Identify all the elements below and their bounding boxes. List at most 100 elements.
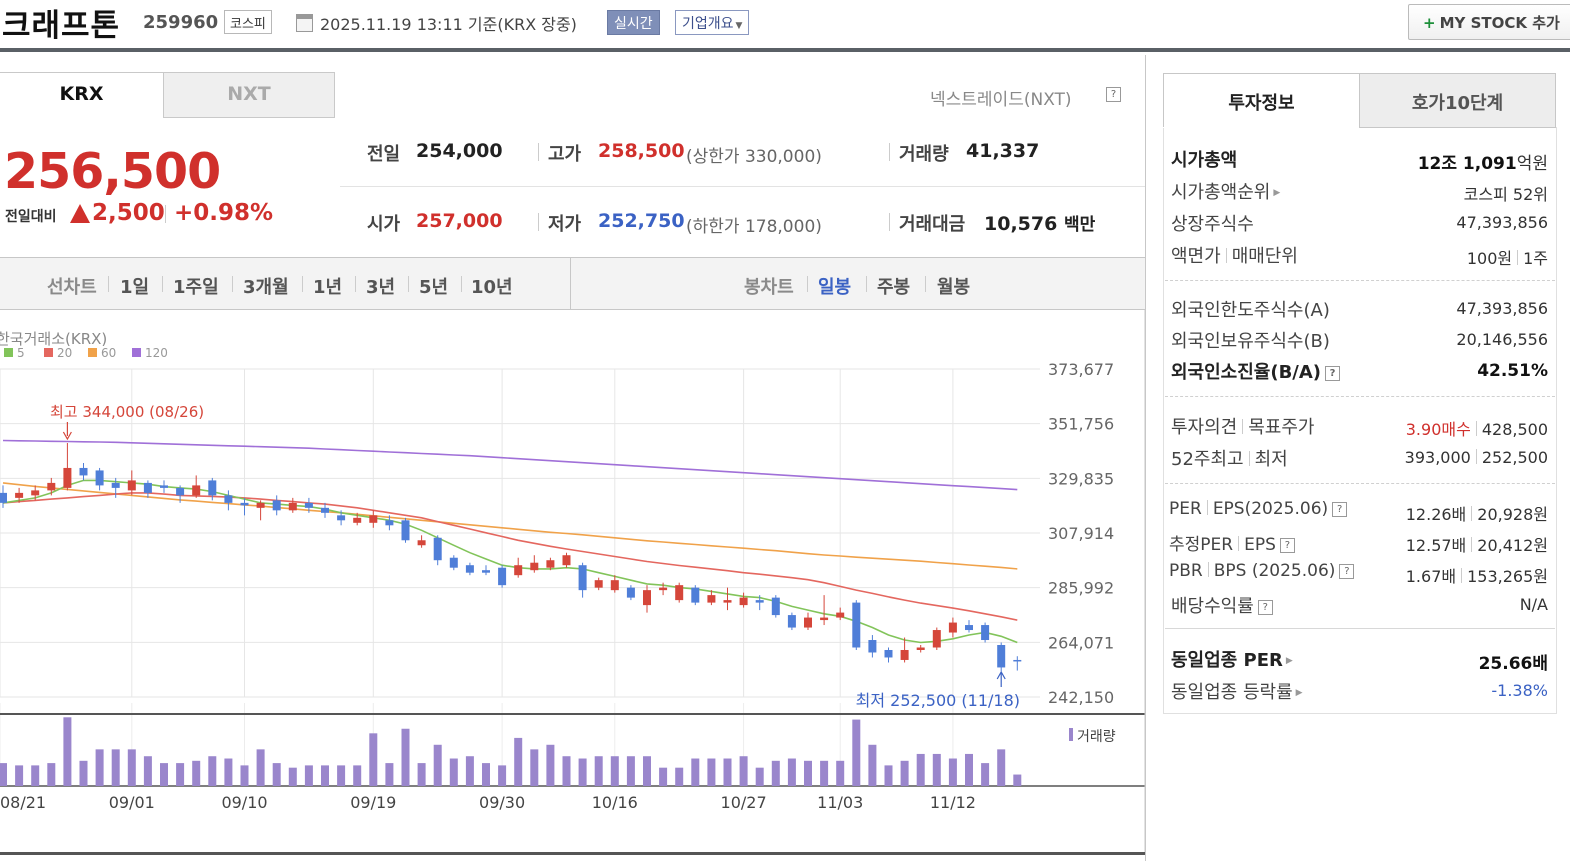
candle-chart-label[interactable]: 봉차트 [744, 277, 794, 298]
volume-bar [626, 756, 635, 786]
volume-bar [707, 758, 716, 786]
nextrade-label[interactable]: 넥스트레이드(NXT) [930, 90, 1072, 110]
realtime-badge: 실시간 [607, 10, 660, 35]
volume-bar [643, 756, 651, 786]
volume-bar [965, 753, 973, 786]
high-annotation: 최고 344,000 (08/26) [50, 403, 204, 421]
period-3y[interactable]: 3년 [366, 277, 396, 298]
candlestick-chart[interactable]: 373,677 351,756 329,835 307,914 285,992 264,0… [0, 310, 1146, 855]
x-tick-label: 09/01 [109, 793, 155, 812]
est-per-eps-value: 12.57배 20,412원 [1406, 532, 1548, 556]
candle [836, 612, 845, 618]
volume-bar [288, 767, 297, 786]
candle [1013, 659, 1022, 662]
industry-per-label[interactable]: 동일업종 PER ▶ [1171, 646, 1293, 672]
candle [578, 565, 587, 591]
market-cap-unit: 억원 [1516, 154, 1548, 174]
industry-per-text: 동일업종 PER [1171, 650, 1283, 671]
company-name: 크래프톤 [2, 8, 121, 44]
divider [1248, 451, 1250, 466]
candle [63, 467, 72, 488]
legend-swatch [132, 348, 141, 357]
tab-nxt[interactable]: NXT [163, 72, 335, 118]
period-1w[interactable]: 1주일 [173, 277, 219, 298]
volume-bar [594, 756, 603, 786]
volume-bar [981, 763, 990, 786]
candle [498, 567, 507, 586]
period-monthly[interactable]: 월봉 [937, 277, 971, 298]
datetime-value: 2025.11.19 13:11 [320, 15, 463, 34]
candle [465, 565, 474, 573]
period-5y[interactable]: 5년 [419, 277, 449, 298]
period-daily[interactable]: 일봉 [818, 277, 852, 298]
candle [401, 520, 410, 541]
high-value: 258,500 [598, 140, 685, 162]
help-icon[interactable]: ? [1106, 87, 1121, 102]
change-value: 2,500 [92, 200, 165, 226]
volume-bar [723, 758, 732, 786]
line-chart-label[interactable]: 선차트 [47, 277, 97, 298]
period-weekly[interactable]: 주봉 [877, 277, 911, 298]
industry-change-value: -1.38% [1491, 681, 1548, 700]
add-my-stock-button[interactable]: + MY STOCK 추가 [1408, 4, 1570, 40]
candle [691, 587, 700, 603]
market-cap-rank-text: 시가총액순위 [1171, 182, 1271, 203]
divider [925, 276, 926, 292]
candle [739, 597, 748, 606]
market-cap-rank-label[interactable]: 시가총액순위 ▶ [1171, 178, 1280, 204]
divider [1238, 536, 1240, 551]
volume-bar [272, 763, 281, 786]
help-icon[interactable]: ? [1332, 502, 1348, 517]
divider [165, 205, 166, 223]
dividend-value: N/A [1519, 595, 1548, 614]
y-tick-label: 285,992 [1048, 579, 1114, 598]
candle [787, 615, 796, 628]
help-icon[interactable]: ? [1325, 366, 1341, 381]
divider [1207, 562, 1209, 577]
industry-change-label[interactable]: 동일업종 등락률 ▶ [1171, 678, 1303, 704]
x-tick-label: 09/30 [479, 793, 525, 812]
tab-order-book[interactable]: 호가10단계 [1359, 73, 1556, 128]
divider [570, 258, 571, 310]
candle [288, 502, 297, 511]
current-price: 256,500 [4, 143, 221, 200]
period-1d[interactable]: 1일 [120, 277, 150, 298]
help-icon[interactable]: ? [1279, 538, 1295, 553]
candle [546, 560, 555, 568]
volume-label: 거래량 [899, 144, 949, 165]
ma60-line [2, 482, 1018, 570]
company-overview-button[interactable]: 기업개요 ▼ [675, 10, 750, 35]
divider [538, 213, 539, 231]
divider [355, 276, 356, 292]
period-1y[interactable]: 1년 [313, 277, 343, 298]
calendar-icon [296, 14, 313, 32]
target-value: 428,500 [1481, 420, 1548, 439]
divider [1165, 280, 1555, 281]
market-badge: 코스피 [224, 10, 272, 34]
tab-krx[interactable]: KRX [0, 72, 164, 117]
candle [95, 470, 104, 486]
volume-bar [321, 765, 329, 786]
ma120-line [2, 439, 1018, 491]
volume-bar [401, 728, 410, 786]
period-10y[interactable]: 10년 [471, 277, 513, 298]
tab-investment-info[interactable]: 투자정보 [1163, 73, 1360, 127]
candle [449, 557, 458, 568]
divider [1471, 506, 1473, 521]
y-tick-label: 307,914 [1048, 524, 1114, 543]
per-label: PER [1169, 499, 1202, 519]
trade-unit-label: 매매단위 [1231, 246, 1298, 267]
volume-bar [804, 760, 812, 786]
x-tick-label: 08/21 [0, 793, 46, 812]
industry-per-value: 25.66배 [1478, 654, 1548, 674]
divider [1165, 628, 1555, 629]
add-my-stock-label: MY STOCK 추가 [1439, 14, 1560, 32]
volume-bar [63, 717, 72, 786]
period-3m[interactable]: 3개월 [243, 277, 289, 298]
help-icon[interactable]: ? [1339, 564, 1355, 579]
help-icon[interactable]: ? [1257, 600, 1273, 615]
candle [852, 602, 861, 648]
candle [111, 482, 120, 488]
week52-low-value: 252,500 [1481, 448, 1548, 467]
bps-value: 153,265원 [1467, 567, 1548, 586]
